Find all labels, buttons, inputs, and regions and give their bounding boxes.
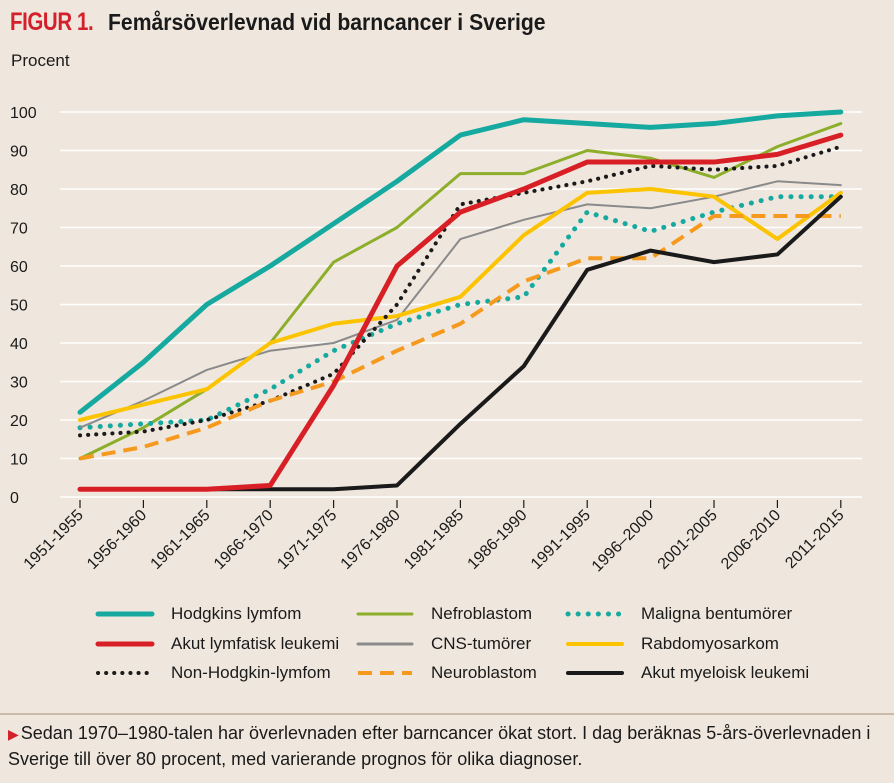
legend-swatch	[356, 612, 414, 616]
legend-item: CNS-tumörer	[355, 634, 531, 654]
legend: Hodgkins lymfom Nefroblastom Maligna bentu…	[0, 600, 894, 690]
x-tick-labels: 1951-19551956-19601961-19651966-19701971…	[21, 500, 848, 575]
legend-swatch	[96, 671, 154, 675]
legend-item: Non-Hodgkin-lymfom	[95, 663, 331, 683]
legend-swatch	[95, 641, 155, 647]
series-line-rabdomyosarkom	[78, 187, 843, 422]
caption: ▶ Sedan 1970–1980-talen har överlevnaden …	[8, 721, 878, 772]
y-tick-label: 100	[10, 105, 37, 122]
x-tick-label: 1951-1955	[21, 507, 87, 573]
legend-label: Nefroblastom	[431, 604, 533, 623]
y-tick-label: 80	[10, 182, 28, 199]
legend-label: CNS-tumörer	[431, 634, 532, 653]
figure-label: FIGUR 1.	[10, 8, 94, 36]
x-tick-label: 1956-1960	[84, 507, 150, 573]
y-tick-label: 20	[10, 413, 28, 430]
x-tick-label: 1966-1970	[211, 507, 277, 573]
legend-swatch	[566, 642, 624, 646]
legend-swatch	[566, 671, 624, 675]
series-line-hodgkins-lymfom	[77, 109, 844, 415]
series-line-akut-lymfatisk-leukemi	[77, 132, 844, 492]
x-tick-label: 1986-1990	[465, 507, 531, 573]
y-tick-label: 10	[10, 452, 28, 469]
x-tick-label: 2001-2005	[655, 507, 721, 573]
legend-label: Non-Hodgkin-lymfom	[171, 663, 331, 682]
legend-label: Maligna bentumörer	[641, 604, 793, 623]
legend-item: Rabdomyosarkom	[565, 634, 779, 654]
legend-item: Akut lymfatisk leukemi	[95, 634, 339, 654]
y-tick-label: 60	[10, 259, 28, 276]
caption-text: Sedan 1970–1980-talen har överlevnaden e…	[8, 723, 871, 769]
legend-swatch	[95, 611, 155, 617]
legend-swatch	[358, 671, 412, 675]
x-tick-label: 1976-1980	[338, 507, 404, 573]
legend-item: Neuroblastom	[355, 663, 537, 683]
legend-label: Akut myeloisk leukemi	[641, 663, 810, 682]
x-tick-label: 1981-1985	[401, 507, 467, 573]
y-tick-label: 40	[10, 336, 28, 353]
legend-item: Hodgkins lymfom	[95, 604, 301, 624]
y-tick-label: 0	[10, 490, 19, 507]
line-chart: 0 10 20 30 40 50 60 70 80 90 100 1951-19551956-196…	[10, 105, 862, 575]
series-line-neuroblastom	[79, 213, 841, 461]
legend-swatch	[565, 611, 625, 617]
legend-swatch	[356, 642, 414, 646]
legend-item: Nefroblastom	[355, 604, 532, 624]
legend-label: Hodgkins lymfom	[171, 604, 302, 623]
legend-item: Maligna bentumörer	[565, 604, 792, 624]
series-lines	[77, 109, 844, 492]
y-tick-label: 50	[10, 298, 28, 315]
x-tick-label: 1996–2000	[589, 507, 658, 576]
figure-header: FIGUR 1. Femårsöverlevnad vid barncancer…	[10, 8, 584, 37]
chart-title: Femårsöverlevnad vid barncancer i Sverig…	[108, 9, 546, 35]
legend-label: Neuroblastom	[431, 663, 537, 682]
x-tick-label: 1961-1965	[148, 507, 214, 573]
series-line-nefroblastom	[78, 122, 843, 460]
x-tick-label: 2006-2010	[718, 507, 784, 573]
caption-marker-icon: ▶	[8, 726, 19, 742]
y-tick-labels: 0 10 20 30 40 50 60 70 80 90 100	[10, 105, 37, 507]
y-tick-label: 30	[10, 375, 28, 392]
y-axis-label: Procent	[11, 51, 70, 70]
legend-label: Akut lymfatisk leukemi	[171, 634, 340, 653]
legend-item: Akut myeloisk leukemi	[565, 663, 809, 683]
x-tick-label: 1971-1975	[274, 507, 340, 573]
x-tick-label: 1991-1995	[528, 507, 594, 573]
y-tick-label: 70	[10, 221, 28, 238]
x-tick-label: 2011-2015	[782, 507, 847, 572]
series-line-non-hodgkin-lymfom	[78, 144, 843, 438]
caption-area: ▶ Sedan 1970–1980-talen har överlevnaden …	[0, 713, 894, 783]
series-line-maligna-bentumörer	[77, 194, 844, 431]
legend-label: Rabdomyosarkom	[641, 634, 779, 653]
grid-lines	[60, 111, 862, 498]
y-tick-label: 90	[10, 144, 28, 161]
